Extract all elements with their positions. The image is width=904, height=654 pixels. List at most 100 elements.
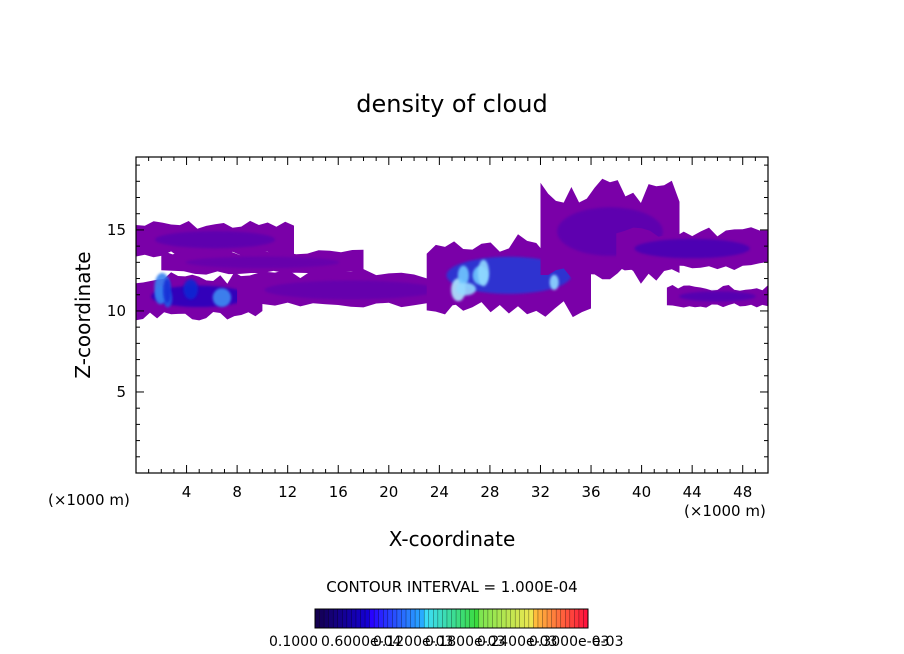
colorbar-cell <box>419 609 425 628</box>
colorbar-cell <box>497 609 502 628</box>
colorbar-cell <box>583 609 589 628</box>
colorbar-cell <box>328 609 334 628</box>
colorbar-cell <box>324 609 329 628</box>
cloud-cell <box>183 279 198 300</box>
colorbar-cell <box>437 609 443 628</box>
colorbar-label: 0.1800e-03 <box>425 634 505 650</box>
colorbar-cell <box>446 609 452 628</box>
x-tick-label: 32 <box>531 483 550 501</box>
cloud-core-right-upper <box>634 238 750 259</box>
colorbar-cell <box>506 609 511 628</box>
colorbar-cell <box>524 609 530 628</box>
cloud-cell <box>477 259 490 287</box>
colorbar-cell <box>547 609 552 628</box>
cloud-core-convective-core <box>446 256 572 294</box>
colorbar-cell <box>401 609 407 628</box>
colorbar-cell <box>560 609 566 628</box>
colorbar-cell <box>483 609 489 628</box>
x-axis: 4 8 12 16 20 24 28 32 36 40 44 48 <box>148 157 756 501</box>
x-tick-label: 40 <box>632 483 651 501</box>
x-tick-label: 8 <box>232 483 242 501</box>
colorbar-label: 0.6000e-04 <box>321 634 402 650</box>
colorbar-cell <box>355 609 361 628</box>
x-tick-label: 20 <box>379 483 398 501</box>
x-tick-label: 36 <box>581 483 600 501</box>
y-tick-label: 10 <box>107 302 126 320</box>
colorbar-cell <box>415 609 420 628</box>
colorbar-cell <box>569 609 575 628</box>
cloud-core-mid-left <box>185 256 340 269</box>
colorbar-cell <box>337 609 343 628</box>
x-tick-label: 24 <box>430 483 449 501</box>
chart-title: density of cloud <box>356 90 547 118</box>
colorbar-cell <box>551 609 557 628</box>
colorbar-cell <box>574 609 580 628</box>
colorbar-label-end: e-03 <box>592 634 623 650</box>
colorbar-cell <box>342 609 348 628</box>
x-tick-label: 16 <box>329 483 348 501</box>
x-tick-label: 44 <box>683 483 702 501</box>
colorbar-cell <box>456 609 461 628</box>
colorbar-cell <box>378 609 384 628</box>
colorbar-cell <box>510 609 516 628</box>
colorbar-cell <box>501 609 507 628</box>
colorbar-labels: 0.1000 0.6000e-040.1200e-030.1800e-030.24… <box>269 634 623 650</box>
cloud-core-right-lower <box>679 291 756 302</box>
colorbar-cell <box>374 609 379 628</box>
colorbar-frame <box>314 608 589 629</box>
cloud-core-upper-left <box>154 231 276 249</box>
cloud-cell <box>549 274 559 290</box>
colorbar-cell <box>351 609 357 628</box>
colorbar-cell <box>365 609 370 628</box>
colorbar-cell <box>315 609 320 628</box>
contour-interval-label: CONTOUR INTERVAL = 1.000E-04 <box>326 578 577 596</box>
colorbar-cell <box>460 609 466 628</box>
colorbar-cell <box>578 609 584 628</box>
colorbar-cell <box>319 609 325 628</box>
colorbar-cell <box>406 609 411 628</box>
colorbar-cell <box>346 609 352 628</box>
x-tick-label: 48 <box>733 483 752 501</box>
colorbar-cell <box>410 609 416 628</box>
colorbar-cell <box>519 609 525 628</box>
colorbar-cell <box>387 609 393 628</box>
colorbar-cell <box>478 609 484 628</box>
colorbar-label: 0.1200e-03 <box>373 634 453 650</box>
x-unit-left: (×1000 m) <box>48 491 130 509</box>
y-tick-label: 5 <box>116 383 126 401</box>
colorbar-cell <box>565 609 571 628</box>
colorbar-cell <box>428 609 434 628</box>
cloud-cell <box>163 278 172 303</box>
colorbar-cell <box>533 609 539 628</box>
colorbar-cell <box>424 609 430 628</box>
colorbar-cell <box>537 609 543 628</box>
colorbar-cell <box>465 609 470 628</box>
colorbar-cell <box>556 609 561 628</box>
colorbar-label: 0.3000e-03 <box>529 634 609 650</box>
colorbar-cell <box>515 609 521 628</box>
colorbar-cell <box>492 609 498 628</box>
x-tick-label: 12 <box>278 483 297 501</box>
colorbar-cell <box>469 609 475 628</box>
colorbar-cell <box>442 609 448 628</box>
colorbar-cell <box>528 609 534 628</box>
x-axis-label: X-coordinate <box>389 527 516 551</box>
x-tick-label: 28 <box>480 483 499 501</box>
cloud-cell <box>456 282 476 296</box>
colorbar-cell <box>360 609 366 628</box>
cloud-cell <box>457 265 469 286</box>
colorbar-cell <box>487 609 493 628</box>
colorbar-label: 0.2400e-03 <box>477 634 557 650</box>
colorbar-cell <box>451 609 457 628</box>
cloud-field <box>136 178 768 321</box>
colorbar-cell <box>433 609 439 628</box>
colorbar-cell <box>333 609 339 628</box>
y-tick-label: 15 <box>107 221 126 239</box>
y-axis-label: Z-coordinate <box>71 251 95 378</box>
colorbar-cell <box>542 609 548 628</box>
cloud-cell <box>212 288 232 307</box>
colorbar-label: 0.1000 <box>269 634 318 650</box>
x-tick-label: 4 <box>182 483 192 501</box>
colorbar-cell <box>474 609 480 628</box>
